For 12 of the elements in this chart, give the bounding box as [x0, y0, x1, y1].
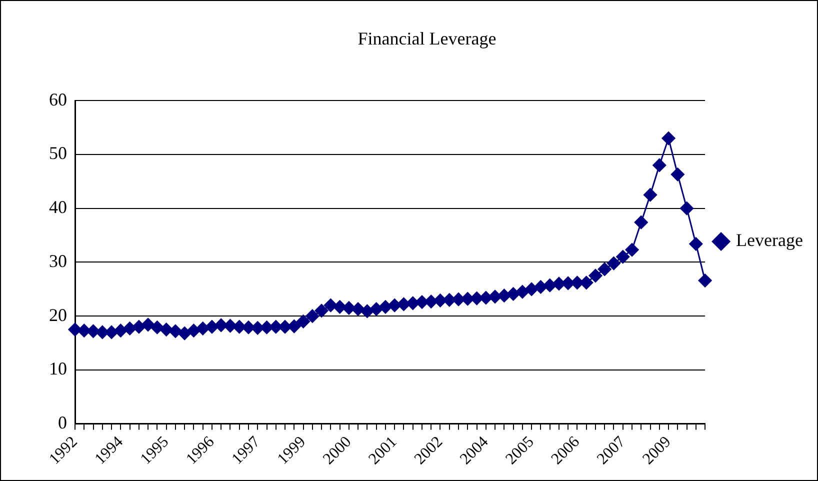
y-tick-label: 60	[49, 89, 67, 110]
x-tick-label: 2001	[366, 433, 400, 468]
x-tick-label: 1992	[46, 433, 81, 468]
legend-label: Leverage	[736, 230, 804, 250]
y-tick-label: 0	[58, 412, 67, 433]
y-tick-label: 30	[49, 250, 67, 271]
chart-title: Financial Leverage	[358, 28, 496, 49]
y-tick-label: 10	[49, 358, 67, 379]
x-tick-label: 1999	[274, 433, 310, 468]
y-tick-label: 20	[49, 304, 67, 325]
y-tick-label: 50	[49, 143, 67, 164]
y-tick-label: 40	[49, 197, 67, 218]
